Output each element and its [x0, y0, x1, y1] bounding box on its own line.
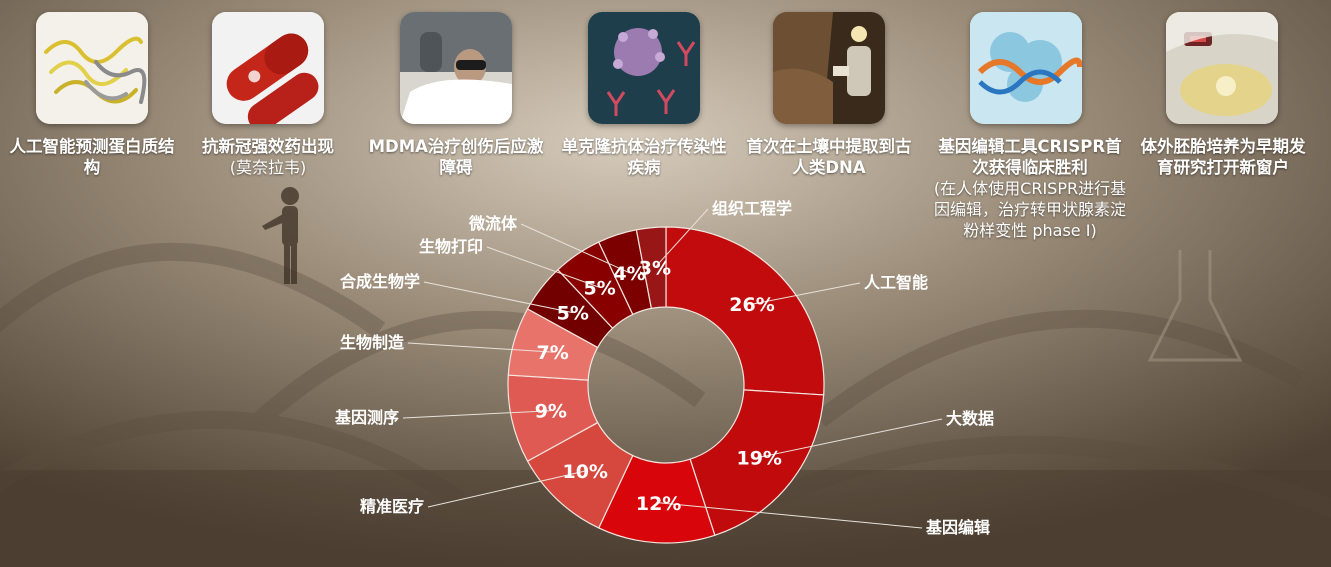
leader-line — [407, 342, 553, 353]
slice-percent-label: 5% — [584, 277, 616, 299]
slice-category-label: 人工智能 — [864, 273, 928, 292]
leader-line — [520, 223, 630, 274]
slice-category-label: 合成生物学 — [340, 272, 420, 291]
donut-slice — [665, 226, 825, 396]
milestone-caption-4: 单克隆抗体治疗传染性疾病 — [555, 136, 733, 178]
leader-line — [658, 502, 923, 529]
milestone-image-7 — [1166, 12, 1278, 124]
leader-line — [759, 418, 943, 458]
milestone-image-3 — [400, 12, 512, 124]
milestone-caption-1: 人工智能预测蛋白质结构 — [3, 136, 181, 178]
milestone-image-1 — [36, 12, 148, 124]
slice-category-label: 生物制造 — [340, 333, 405, 352]
protein-structure-icon — [36, 12, 148, 124]
leader-line — [402, 410, 551, 419]
slice-percent-label: 3% — [639, 258, 671, 280]
slice-percent-label: 19% — [736, 447, 781, 469]
milestone-title: 单克隆抗体治疗传染性疾病 — [561, 137, 727, 177]
crispr-complex-icon — [970, 12, 1082, 124]
leader-line — [751, 282, 861, 305]
virus-antibody-icon — [588, 12, 700, 124]
milestone-title: 人工智能预测蛋白质结构 — [9, 137, 175, 177]
leader-line — [486, 246, 600, 288]
milestone-title: 基因编辑工具CRISPR首次获得临床胜利 — [938, 137, 1122, 177]
milestone-image-4 — [588, 12, 700, 124]
slice-category-label: 生物打印 — [419, 237, 483, 256]
capsule-icon — [212, 12, 324, 124]
milestone-caption-5: 首次在土壤中提取到古人类DNA — [740, 136, 918, 178]
flask-decoration — [1147, 250, 1243, 362]
embryo-culture-icon — [1166, 12, 1278, 124]
slice-category-label: 微流体 — [468, 214, 518, 233]
slice-category-label: 精准医疗 — [360, 497, 424, 516]
slice-category-label: 基因编辑 — [925, 518, 990, 537]
slice-percent-label: 12% — [636, 493, 681, 515]
slice-percent-label: 5% — [557, 303, 589, 325]
milestone-subtitle: (莫奈拉韦) — [229, 158, 307, 177]
leader-line — [654, 208, 709, 268]
slice-percent-label: 9% — [535, 401, 567, 423]
presenter-silhouette — [262, 187, 299, 284]
slice-category-label: 大数据 — [946, 409, 994, 428]
milestone-title: 体外胚胎培养为早期发育研究打开新窗户 — [1140, 137, 1306, 177]
milestone-title: 首次在土壤中提取到古人类DNA — [746, 137, 912, 177]
slice-category-label: 基因测序 — [334, 408, 399, 427]
donut-slice — [635, 226, 667, 310]
milestone-title: MDMA治疗创伤后应激障碍 — [368, 137, 544, 177]
milestone-caption-6: 基因编辑工具CRISPR首次获得临床胜利 (在人体使用CRISPR进行基因编辑，… — [932, 136, 1128, 241]
slice-percent-label: 26% — [729, 294, 774, 316]
cave-excavation-icon — [773, 12, 885, 124]
slice-percent-label: 4% — [613, 263, 645, 285]
milestone-image-5 — [773, 12, 885, 124]
milestone-caption-3: MDMA治疗创伤后应激障碍 — [367, 136, 545, 178]
milestone-caption-7: 体外胚胎培养为早期发育研究打开新窗户 — [1134, 136, 1312, 178]
milestone-image-2 — [212, 12, 324, 124]
slice-percent-label: 7% — [537, 342, 569, 364]
milestone-subtitle: (在人体使用CRISPR进行基因编辑，治疗转甲状腺素淀粉样变性 phase I) — [933, 179, 1127, 240]
leader-line — [423, 281, 573, 314]
milestone-caption-2: 抗新冠强效药出现 (莫奈拉韦) — [179, 136, 357, 178]
leader-line — [427, 470, 586, 508]
milestone-title: 抗新冠强效药出现 — [202, 137, 334, 156]
slice-percent-label: 10% — [562, 461, 607, 483]
milestone-image-6 — [970, 12, 1082, 124]
slice-category-label: 组织工程学 — [712, 199, 792, 218]
therapy-patient-icon — [400, 12, 512, 124]
